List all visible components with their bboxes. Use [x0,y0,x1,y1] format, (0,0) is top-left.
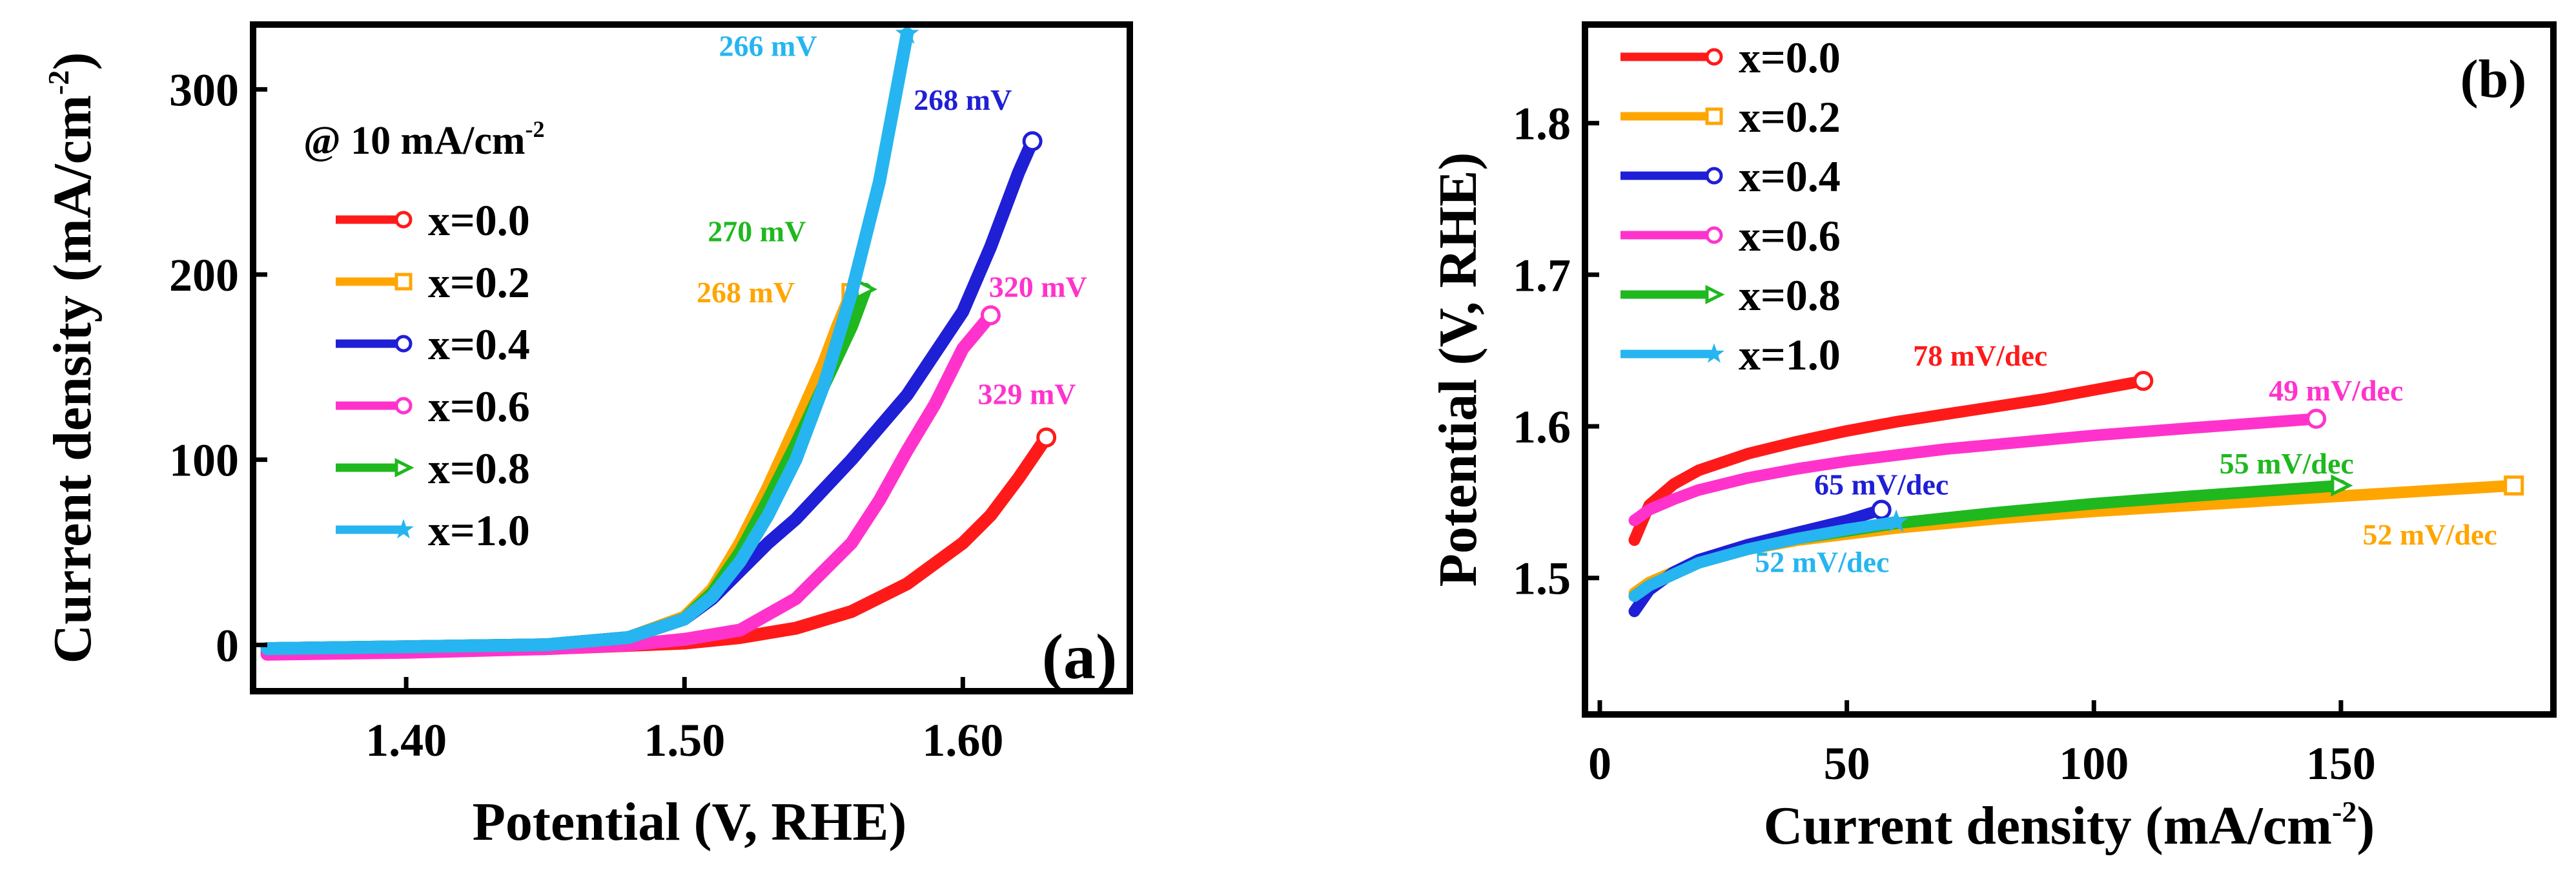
panel-a-legend-label-2: x=0.4 [428,320,530,369]
panel-b-legend-label-1: x=0.2 [1739,92,1841,141]
panel-b-x-tick-label-0: 0 [1588,738,1611,789]
panel-a-annotation-0: 266 mV [719,30,817,63]
panel-b-series-0-end-marker [2133,371,2154,391]
panel-b-y-tick-label-0: 1.5 [1513,553,1571,605]
panel-a-series-0-end-marker [1036,427,1057,448]
panel-b-x-axis-title: Current density (mA/cm-2) [1764,795,2375,856]
panel-a-x-axis-title: Potential (V, RHE) [473,792,907,852]
panel-a-label: (a) [1042,621,1118,692]
panel-a-annotation-4: 320 mV [989,270,1087,303]
panel-a-legend: @ 10 mA/cm-2 x=0.0 x=0.2 x=0.4 x=0.6 x=0.8 x=1… [303,116,544,555]
panel-a-legend-marker-2 [394,335,413,353]
panel-b-series-4-end-marker [2331,474,2353,497]
panel-a-x-tick-label-1: 1.50 [644,714,725,766]
panel-b-series-3-end-marker [2306,408,2327,429]
panel-a-x-tick-label-2: 1.60 [922,714,1003,766]
panel-b-series-5-line [1628,515,1903,602]
panel-b-label: (b) [2460,49,2527,109]
panel-a-annotation-2: 270 mV [708,214,806,247]
panel-b-legend-marker-4 [1705,284,1725,305]
panel-a-y-axis-title-close: ) [43,52,103,70]
panel-b-series-0-line [1628,375,2149,546]
panel-b-legend-label-4: x=0.8 [1739,271,1841,320]
panel-b-legend-label-0: x=0.0 [1739,33,1841,82]
panel-a-y-axis-title-text: Current density (mA/cm [43,95,103,663]
panel-b: 0 50 100 150 1.5 1.6 1.7 1.8 78 mV/dec 49 mV/dec… [1428,21,2557,856]
panel-a-y-axis-title-sup: -2 [42,70,75,95]
panel-b-x-tick-label-3: 150 [2306,738,2376,789]
panel-b-series-3-line [1628,413,2322,526]
panel-a-series-group [260,21,1057,661]
panel-b-legend-marker-1 [1705,107,1723,125]
panel-a-annotation-3: 268 mV [697,276,795,309]
panel-b-legend-marker-3 [1705,226,1723,244]
panel-a-legend-marker-1 [394,273,413,291]
panel-a-ticks-group: 1.40 1.50 1.60 0 100 200 300 [169,64,1003,766]
panel-a-legend-label-0: x=0.0 [428,196,530,245]
panel-b-legend: x=0.0 x=0.2 x=0.4 x=0.6 x=0.8 x=1.0 [1620,33,1841,379]
panel-b-legend-label-5: x=1.0 [1739,330,1841,379]
panel-b-legend-marker-2 [1705,167,1723,185]
panel-b-annotation-4: 52 mV/dec [2363,518,2497,551]
panel-a-legend-marker-0 [394,211,413,229]
panel-b-annotation-2: 65 mV/dec [1814,468,1948,501]
panel-b-legend-marker-0 [1705,48,1723,66]
panel-b-x-axis-title-close: ) [2356,796,2375,856]
panel-a-legend-label-3: x=0.6 [428,382,530,431]
panel-b-y-axis-title: Potential (V, RHE) [1428,152,1488,587]
panel-a-legend-title: @ 10 mA/cm-2 [303,116,544,163]
panel-b-x-axis-title-text: Current density (mA/cm [1764,796,2332,856]
panel-b-series-1-end-marker [2504,475,2524,496]
panel-a-legend-marker-5 [393,519,414,539]
panel-b-annotation-1: 49 mV/dec [2269,374,2403,407]
panel-a-y-axis-title: Current density (mA/cm-2) [42,52,103,664]
panel-a-annotation-5: 329 mV [977,378,1076,411]
panel-b-ticks-group: 0 50 100 150 1.5 1.6 1.7 1.8 [1513,98,2376,789]
panel-a-y-tick-label-3: 300 [169,64,239,116]
panel-b-annotation-3: 55 mV/dec [2220,447,2354,480]
panel-a-y-tick-label-1: 100 [169,435,239,486]
panel-b-x-tick-label-2: 100 [2059,738,2129,789]
panel-a-annotations-group: 266 mV 268 mV 270 mV 268 mV 320 mV 329 mV [697,30,1087,411]
panel-b-annotations-group: 78 mV/dec 49 mV/dec 65 mV/dec 55 mV/dec 52 m… [1755,339,2497,578]
panel-a-legend-title-text: @ 10 mA/cm [303,119,525,163]
panel-a-series-3-end-marker [980,305,1001,326]
panel-a-legend-marker-3 [394,397,413,415]
panel-b-y-tick-label-2: 1.7 [1513,249,1571,301]
panel-b-legend-label-2: x=0.4 [1739,152,1841,201]
panel-a-frame [250,21,1133,694]
panel-a-series-2-end-marker [1022,131,1043,152]
panel-b-y-tick-label-1: 1.6 [1513,401,1571,453]
panel-b-x-tick-label-1: 50 [1824,738,1870,789]
panel-b-legend-marker-5 [1703,343,1725,363]
panel-b-frame [1582,21,2557,718]
panel-a-y-tick-label-0: 0 [216,619,239,671]
panel-a-legend-label-5: x=1.0 [428,506,530,555]
panel-a-legend-label-1: x=0.2 [428,258,530,307]
panel-a-annotation-1: 268 mV [914,83,1012,116]
panel-b-legend-label-3: x=0.6 [1739,211,1841,260]
panel-a-legend-title-sup: -2 [525,116,544,142]
panel-b-series-2-end-marker [1871,499,1892,520]
panel-a: 1.40 1.50 1.60 0 100 200 300 266 mV 268 mV 270 m… [42,21,1133,852]
panel-a-series-5-line [260,27,914,656]
panel-b-x-axis-title-sup: -2 [2332,795,2356,828]
panel-a-legend-marker-4 [394,457,414,478]
panel-a-y-tick-label-2: 200 [169,249,239,301]
panel-b-series-5-end-marker [1884,509,1908,532]
panel-b-series-group [1628,371,2524,618]
panel-b-annotation-0: 78 mV/dec [1913,339,2047,372]
panel-a-x-tick-label-0: 1.40 [365,714,447,766]
panel-b-y-tick-label-3: 1.8 [1513,98,1571,150]
panel-a-series-5-end-marker [895,21,919,44]
panel-b-annotation-5: 52 mV/dec [1755,545,1889,578]
panel-a-legend-label-4: x=0.8 [428,444,530,493]
